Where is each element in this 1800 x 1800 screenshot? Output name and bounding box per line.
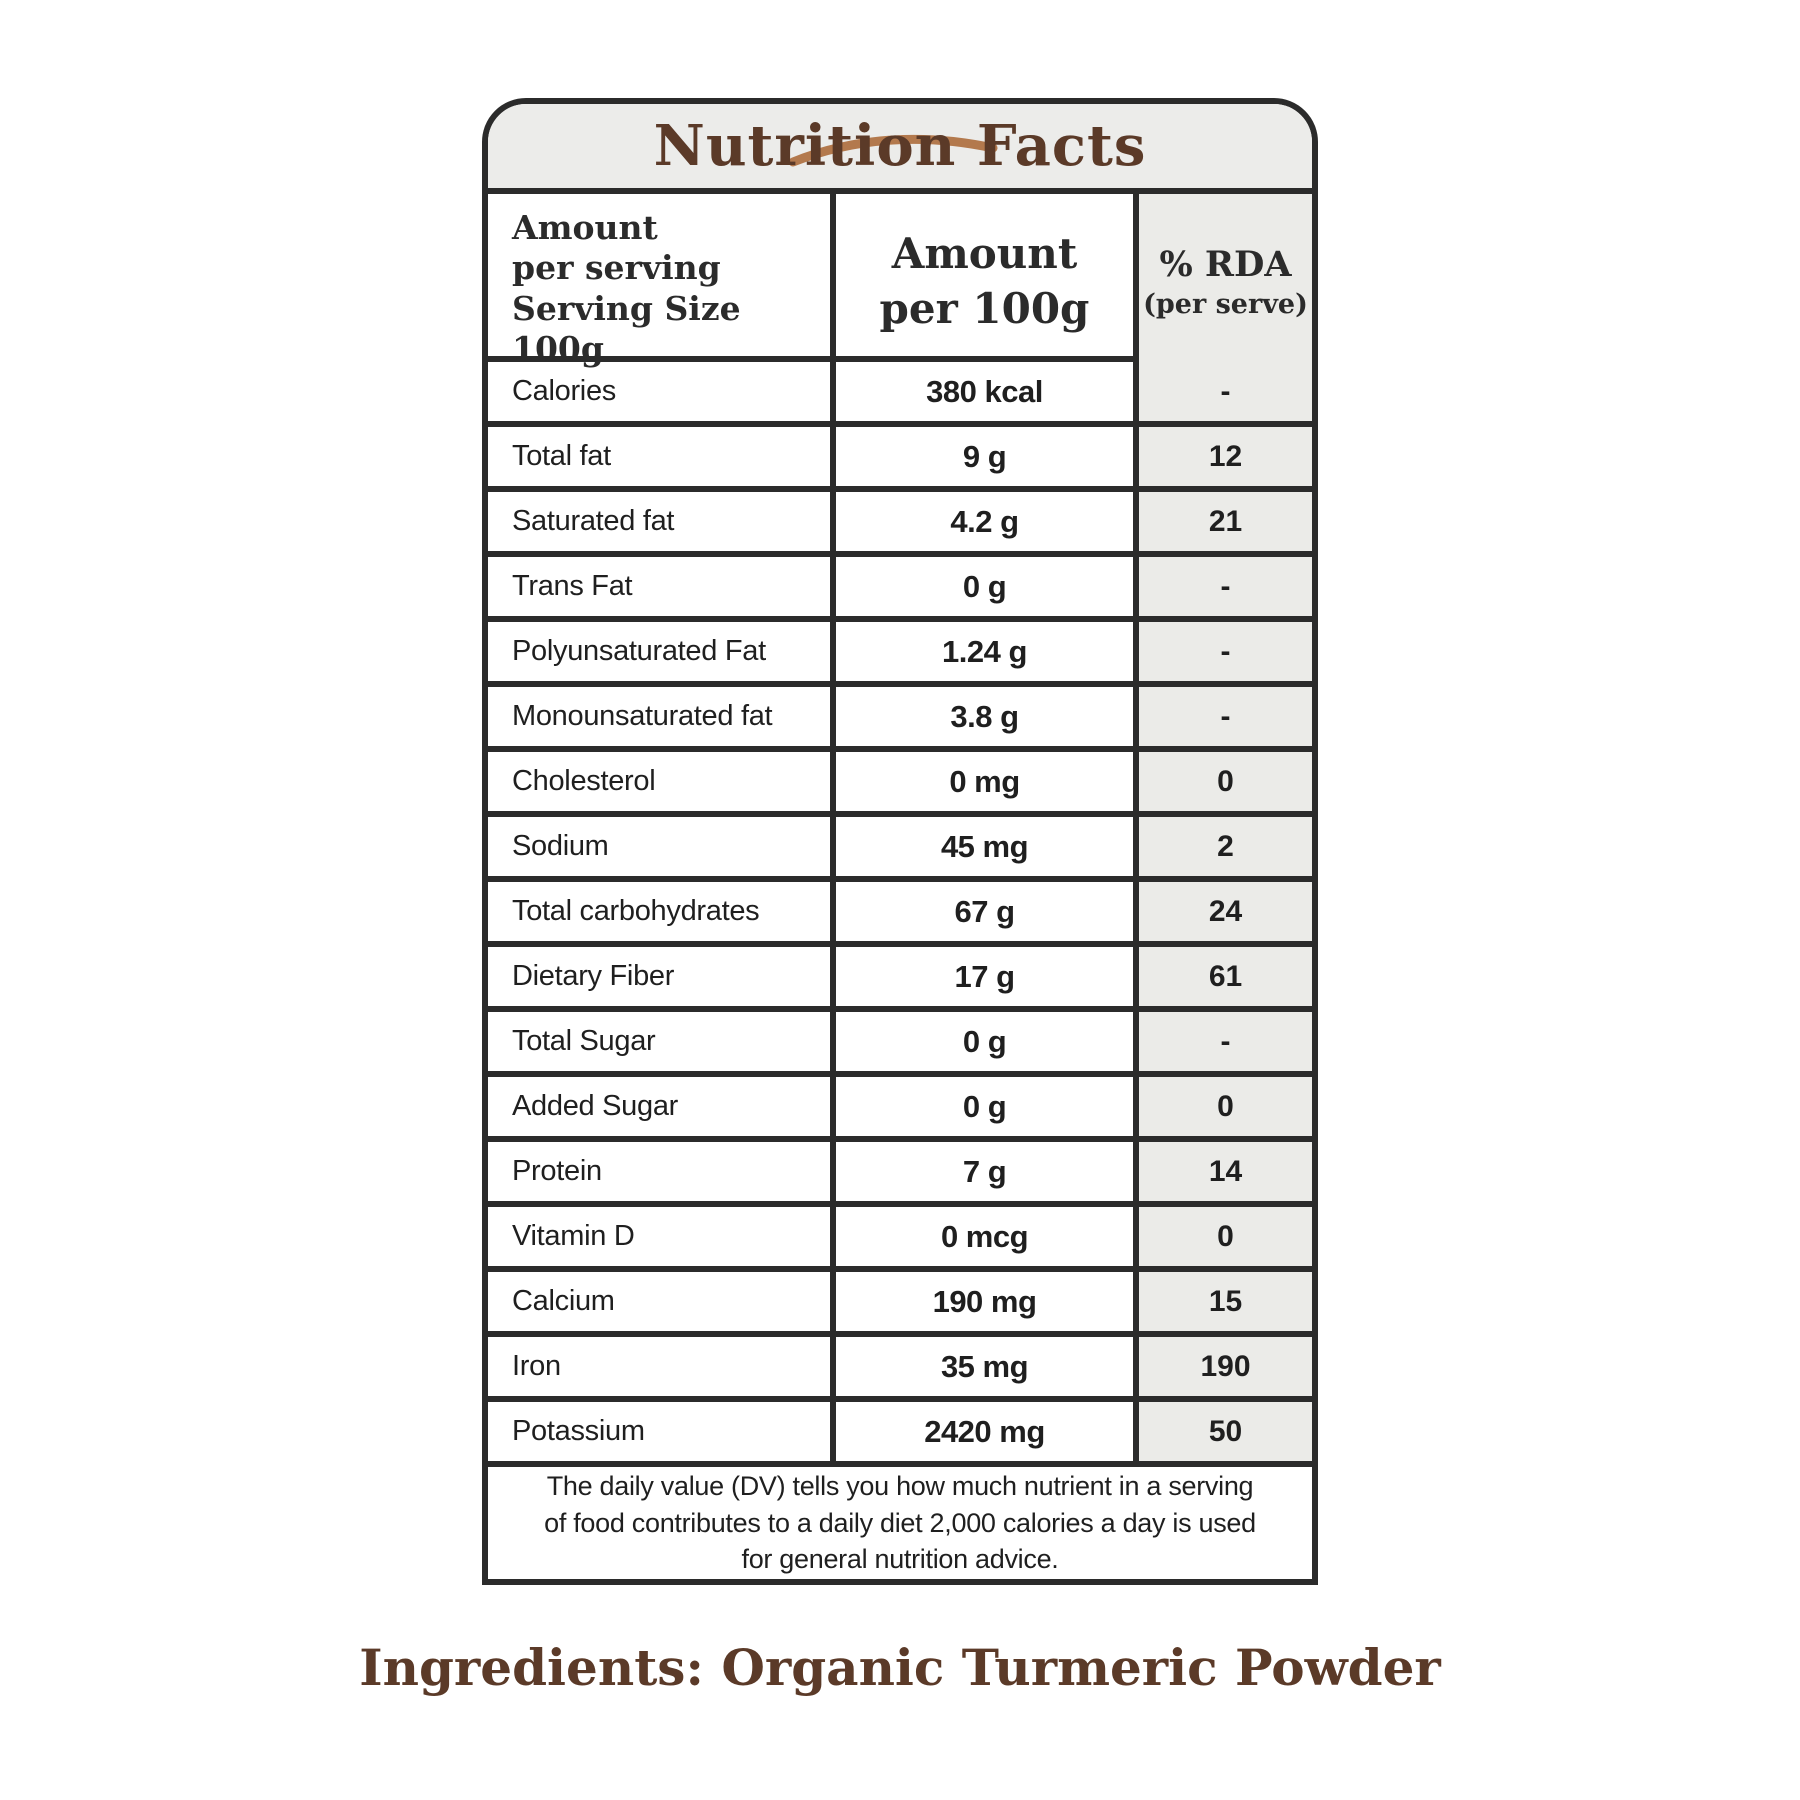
header-serving-cell: Amount per serving Serving Size 100g bbox=[488, 194, 836, 369]
nutrient-amount: 3.8 g bbox=[836, 687, 1139, 746]
nutrient-rda: 0 bbox=[1139, 1077, 1312, 1136]
nutrient-label: Calories bbox=[488, 362, 836, 421]
nutrient-amount: 1.24 g bbox=[836, 622, 1139, 681]
nutrient-label: Added Sugar bbox=[488, 1077, 836, 1136]
table-row: Protein 7 g 14 bbox=[488, 1142, 1312, 1207]
title-bar: Nutrition Facts bbox=[488, 104, 1312, 194]
nutrient-amount: 0 g bbox=[836, 1077, 1139, 1136]
nutrient-amount: 67 g bbox=[836, 882, 1139, 941]
nutrient-label: Total Sugar bbox=[488, 1012, 836, 1071]
nutrient-label: Trans Fat bbox=[488, 557, 836, 616]
page-title: Nutrition Facts bbox=[653, 113, 1147, 179]
table-row: Dietary Fiber 17 g 61 bbox=[488, 947, 1312, 1012]
header-serving-line: Amount bbox=[512, 208, 658, 247]
table-header-row: Amount per serving Serving Size 100g Amo… bbox=[488, 194, 1312, 369]
header-amount-line: per 100g bbox=[879, 283, 1090, 333]
nutrition-facts-card: Nutrition Facts Amount per serving Servi… bbox=[482, 98, 1318, 1585]
header-rda-title: % RDA bbox=[1159, 243, 1292, 285]
daily-value-note-text: The daily value (DV) tells you how much … bbox=[544, 1471, 1256, 1575]
nutrient-label: Potassium bbox=[488, 1402, 836, 1461]
nutrient-label: Total fat bbox=[488, 427, 836, 486]
ingredients-line: Ingredients: Organic Turmeric Powder bbox=[359, 1638, 1441, 1697]
nutrient-label: Dietary Fiber bbox=[488, 947, 836, 1006]
nutrient-rda: - bbox=[1139, 622, 1312, 681]
header-serving-line: 100g bbox=[512, 328, 604, 368]
header-serving-line: Serving Size bbox=[512, 288, 741, 328]
nutrient-amount: 0 mcg bbox=[836, 1207, 1139, 1266]
table-row: Polyunsaturated Fat 1.24 g - bbox=[488, 622, 1312, 687]
leaf-swoosh-icon bbox=[788, 134, 998, 167]
table-row: Trans Fat 0 g - bbox=[488, 557, 1312, 622]
nutrient-amount: 0 g bbox=[836, 1012, 1139, 1071]
nutrient-rda: 14 bbox=[1139, 1142, 1312, 1201]
nutrient-label: Saturated fat bbox=[488, 492, 836, 551]
header-amount-line: Amount bbox=[891, 228, 1078, 278]
nutrient-rda: 0 bbox=[1139, 752, 1312, 811]
nutrient-amount: 35 mg bbox=[836, 1337, 1139, 1396]
nutrient-rda: 21 bbox=[1139, 492, 1312, 551]
table-row: Cholesterol 0 mg 0 bbox=[488, 752, 1312, 817]
nutrient-label: Cholesterol bbox=[488, 752, 836, 811]
nutrient-label: Iron bbox=[488, 1337, 836, 1396]
nutrient-amount: 45 mg bbox=[836, 817, 1139, 876]
nutrient-rda: 2 bbox=[1139, 817, 1312, 876]
nutrient-rda: 190 bbox=[1139, 1337, 1312, 1396]
nutrient-rda: - bbox=[1139, 687, 1312, 746]
nutrient-rda: 61 bbox=[1139, 947, 1312, 1006]
nutrient-rda: 24 bbox=[1139, 882, 1312, 941]
nutrient-label: Vitamin D bbox=[488, 1207, 836, 1266]
nutrient-label: Calcium bbox=[488, 1272, 836, 1331]
header-amount-cell: Amount per 100g bbox=[836, 194, 1139, 369]
table-row: Saturated fat 4.2 g 21 bbox=[488, 492, 1312, 557]
daily-value-note: The daily value (DV) tells you how much … bbox=[488, 1467, 1312, 1579]
table-row: Iron 35 mg 190 bbox=[488, 1337, 1312, 1402]
nutrient-rda: 12 bbox=[1139, 427, 1312, 486]
table-row: Vitamin D 0 mcg 0 bbox=[488, 1207, 1312, 1272]
nutrient-amount: 0 g bbox=[836, 557, 1139, 616]
nutrient-rda: - bbox=[1139, 557, 1312, 616]
nutrient-amount: 0 mg bbox=[836, 752, 1139, 811]
header-rda-cell: % RDA (per serve) bbox=[1139, 194, 1312, 369]
nutrient-rda: 50 bbox=[1139, 1402, 1312, 1461]
table-row: Total carbohydrates 67 g 24 bbox=[488, 882, 1312, 947]
nutrient-rda: - bbox=[1139, 362, 1312, 421]
table-row: Monounsaturated fat 3.8 g - bbox=[488, 687, 1312, 752]
table-row: Added Sugar 0 g 0 bbox=[488, 1077, 1312, 1142]
nutrient-amount: 190 mg bbox=[836, 1272, 1139, 1331]
nutrient-rda: 0 bbox=[1139, 1207, 1312, 1266]
nutrient-label: Monounsaturated fat bbox=[488, 687, 836, 746]
nutrient-amount: 17 g bbox=[836, 947, 1139, 1006]
nutrient-amount: 9 g bbox=[836, 427, 1139, 486]
table-row: Total fat 9 g 12 bbox=[488, 427, 1312, 492]
nutrient-label: Polyunsaturated Fat bbox=[488, 622, 836, 681]
nutrient-amount: 380 kcal bbox=[836, 362, 1139, 421]
nutrient-label: Total carbohydrates bbox=[488, 882, 836, 941]
table-row: Calcium 190 mg 15 bbox=[488, 1272, 1312, 1337]
header-rda-subtitle: (per serve) bbox=[1143, 288, 1308, 320]
nutrient-label: Protein bbox=[488, 1142, 836, 1201]
header-serving-line: per serving bbox=[512, 248, 721, 288]
nutrient-amount: 7 g bbox=[836, 1142, 1139, 1201]
nutrient-label: Sodium bbox=[488, 817, 836, 876]
nutrient-rda: 15 bbox=[1139, 1272, 1312, 1331]
nutrient-amount: 4.2 g bbox=[836, 492, 1139, 551]
table-row: Sodium 45 mg 2 bbox=[488, 817, 1312, 882]
table-row: Potassium 2420 mg 50 bbox=[488, 1402, 1312, 1467]
nutrient-rda: - bbox=[1139, 1012, 1312, 1071]
nutrient-rows: Calories 380 kcal - Total fat 9 g 12 Sat… bbox=[488, 362, 1312, 1467]
table-row: Total Sugar 0 g - bbox=[488, 1012, 1312, 1077]
nutrient-amount: 2420 mg bbox=[836, 1402, 1139, 1461]
table-row: Calories 380 kcal - bbox=[488, 362, 1312, 427]
